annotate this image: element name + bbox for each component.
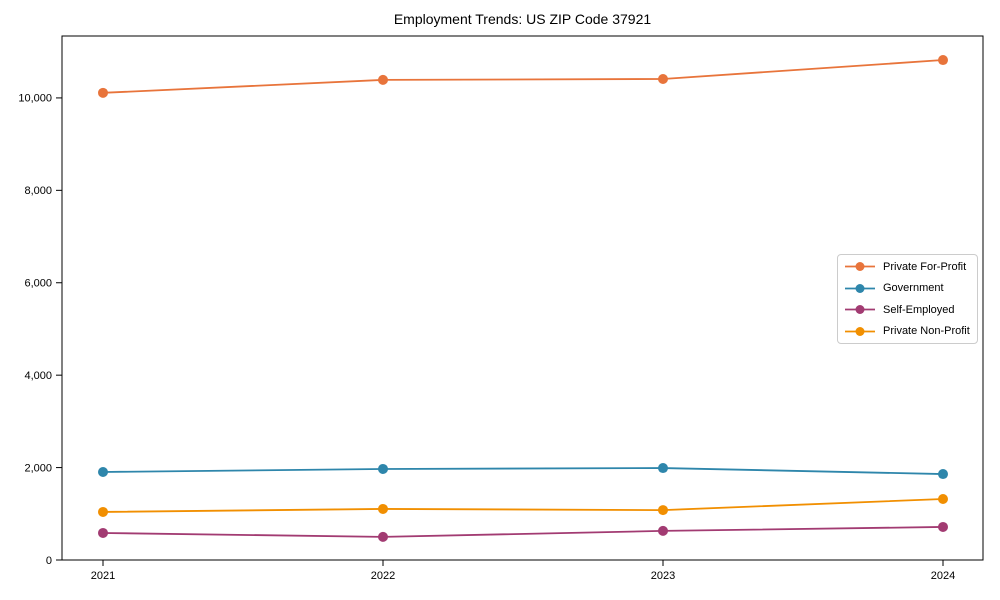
legend-line-marker-icon xyxy=(845,305,875,315)
legend: Private For-Profit Government Self-Emplo… xyxy=(837,254,978,344)
legend-item-label: Self-Employed xyxy=(883,303,955,316)
data-point xyxy=(378,463,388,474)
x-tick-label: 2022 xyxy=(371,570,395,582)
data-point xyxy=(938,494,948,505)
x-tick-label: 2024 xyxy=(931,570,955,582)
data-point xyxy=(98,87,108,98)
legend-item: Private For-Profit xyxy=(844,257,977,277)
y-tick-label: 6,000 xyxy=(24,278,52,290)
legend-item: Private Non-Profit xyxy=(844,321,977,341)
x-tick-label: 2023 xyxy=(651,570,675,582)
data-point xyxy=(98,527,108,538)
legend-line-marker-icon xyxy=(845,262,875,272)
data-point xyxy=(98,506,108,517)
legend-item-label: Private Non-Profit xyxy=(883,325,970,338)
data-point xyxy=(938,521,948,532)
chart-title: Employment Trends: US ZIP Code 37921 xyxy=(393,11,652,27)
legend-item: Self-Employed xyxy=(844,300,977,320)
data-point xyxy=(378,74,388,85)
legend-line-marker-icon xyxy=(845,283,875,293)
data-point xyxy=(938,55,948,66)
data-point xyxy=(938,469,948,480)
data-point xyxy=(658,525,668,536)
data-point xyxy=(658,463,668,474)
data-point xyxy=(378,531,388,542)
series-line xyxy=(102,59,944,94)
series-line xyxy=(102,498,944,513)
y-tick-label: 4,000 xyxy=(24,370,52,382)
series-line xyxy=(102,526,944,538)
legend-item: Government xyxy=(844,278,977,298)
legend-item-label: Government xyxy=(883,282,944,295)
plot-border xyxy=(61,35,984,561)
series-line xyxy=(102,467,944,475)
data-point xyxy=(378,503,388,514)
y-tick-label: 10,000 xyxy=(18,93,52,105)
y-tick-label: 8,000 xyxy=(24,185,52,197)
data-point xyxy=(658,73,668,84)
data-point xyxy=(98,466,108,477)
legend-line-marker-icon xyxy=(845,326,875,336)
x-tick-label: 2021 xyxy=(91,570,115,582)
y-tick-label: 2,000 xyxy=(24,462,52,474)
legend-item-label: Private For-Profit xyxy=(883,260,967,273)
data-point xyxy=(658,505,668,516)
y-tick-label: 0 xyxy=(46,555,52,567)
